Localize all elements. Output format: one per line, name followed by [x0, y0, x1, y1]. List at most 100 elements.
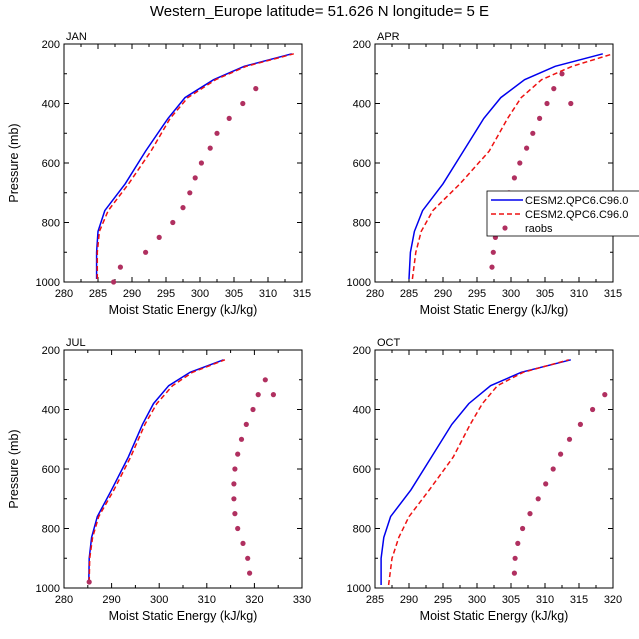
x-tick-label: 310: [570, 288, 588, 300]
panel-label: JAN: [66, 31, 87, 43]
raobs-point: [490, 249, 496, 255]
series-model-dashed-line: [387, 359, 569, 586]
raobs-point: [207, 145, 213, 151]
x-tick-label: 290: [102, 594, 120, 606]
y-tick-label: 600: [353, 464, 371, 476]
raobs-point: [558, 451, 564, 457]
raobs-point: [515, 540, 521, 547]
y-tick-label: 1000: [347, 277, 371, 289]
legend-item-cesm2-qpc6-c96-0-1: CESM2.QPC6.C96.0: [491, 195, 628, 207]
plot-frame: [374, 349, 614, 589]
x-tick-label: 305: [536, 288, 554, 300]
raobs-point: [111, 279, 117, 285]
y-tick-label: 1000: [36, 277, 60, 289]
y-tick-label: 400: [42, 99, 60, 111]
raobs-point: [489, 264, 495, 270]
x-tick-label: 290: [434, 288, 452, 300]
x-tick-label: 280: [55, 288, 73, 300]
x-tick-label: 300: [468, 594, 486, 606]
x-tick-label: 315: [570, 594, 588, 606]
y-tick-label: 600: [42, 158, 60, 170]
series-raobs: [111, 86, 259, 285]
series-model-solid-line: [380, 359, 571, 585]
panel-label: APR: [377, 31, 400, 43]
x-tick-label: 285: [366, 594, 384, 606]
raobs-point: [517, 160, 523, 166]
y-tick-label: 400: [42, 405, 60, 417]
raobs-point: [235, 451, 241, 457]
raobs-point: [524, 145, 530, 151]
raobs-point: [143, 249, 149, 255]
y-tick-label: 800: [353, 218, 371, 230]
x-tick-label: 295: [157, 288, 175, 300]
raobs-point: [226, 115, 232, 121]
x-tick-label: 315: [604, 288, 622, 300]
raobs-point: [535, 496, 541, 502]
raobs-point: [250, 406, 256, 413]
raobs-point: [180, 205, 186, 211]
x-tick-label: 310: [536, 594, 554, 606]
raobs-point: [577, 421, 584, 427]
x-tick-label: 290: [123, 288, 141, 300]
raobs-point: [559, 71, 565, 77]
raobs-point: [235, 525, 241, 532]
y-tick-label: 200: [353, 39, 371, 51]
raobs-point: [238, 436, 245, 442]
y-axis-label: Pressure (mb): [7, 123, 21, 202]
series-model-solid-line: [95, 53, 292, 279]
x-tick-label: 300: [150, 594, 168, 606]
raobs-point: [117, 264, 123, 270]
page-title: Western_Europe latitude= 51.626 N longit…: [149, 3, 490, 20]
legend: CESM2.QPC6.C96.0 CESM2.QPC6.C96.0 raobs: [486, 190, 639, 237]
raobs-point: [231, 496, 237, 502]
x-tick-label: 305: [225, 288, 243, 300]
panel-jul: JUL 280 290 300 310 320 330 200 400 600 800 1000 Moi…: [7, 337, 311, 623]
x-tick-label: 310: [198, 594, 216, 606]
series-model-dashed-line: [96, 53, 294, 279]
raobs-point: [262, 377, 268, 383]
raobs-point: [240, 100, 246, 107]
y-tick-label: 800: [353, 524, 371, 536]
x-tick-label: 290: [400, 594, 418, 606]
raobs-point: [544, 100, 550, 107]
x-tick-label: 285: [400, 288, 418, 300]
legend-label: CESM2.QPC6.C96.0: [525, 209, 628, 221]
x-tick-label: 305: [502, 594, 520, 606]
series-model-solid-line: [88, 359, 224, 583]
y-tick-label: 1000: [347, 583, 371, 595]
panel-label: JUL: [66, 337, 86, 349]
raobs-point: [520, 525, 526, 532]
legend-item-cesm2-qpc6-c96-0-2: CESM2.QPC6.C96.0: [491, 209, 628, 221]
x-tick-label: 315: [293, 288, 311, 300]
x-axis-label: Moist Static Energy (kJ/kg): [420, 303, 569, 317]
x-tick-label: 280: [55, 594, 73, 606]
legend-symbol: [502, 225, 508, 231]
raobs-point: [240, 540, 246, 547]
raobs-point: [543, 481, 549, 487]
panel-apr: APR 280 285 290 295 300 305 310 315 200 400 600 800 1…: [347, 31, 623, 317]
raobs-point: [170, 219, 176, 226]
raobs-point: [602, 392, 608, 398]
raobs-point: [247, 570, 253, 576]
series-raobs: [511, 392, 608, 576]
x-tick-label: 285: [89, 288, 107, 300]
raobs-point: [86, 579, 92, 585]
raobs-point: [568, 100, 574, 107]
legend-label: CESM2.QPC6.C96.0: [525, 195, 628, 207]
panel-jan: JAN 280 285 290 295 300 305 310 315 200 400 600 800 1…: [7, 31, 311, 317]
raobs-point: [530, 130, 536, 136]
y-tick-label: 600: [42, 464, 60, 476]
raobs-point: [527, 510, 533, 517]
x-axis-label: Moist Static Energy (kJ/kg): [420, 609, 569, 623]
raobs-point: [537, 115, 543, 121]
raobs-point: [198, 160, 204, 166]
x-tick-label: 300: [191, 288, 209, 300]
series-model-dashed-line: [411, 53, 613, 280]
raobs-point: [232, 510, 238, 517]
raobs-point: [551, 86, 557, 92]
raobs-point: [511, 175, 517, 181]
plot-frame: [63, 349, 303, 589]
y-tick-label: 800: [42, 218, 60, 230]
series-model-dashed-line: [88, 359, 226, 583]
